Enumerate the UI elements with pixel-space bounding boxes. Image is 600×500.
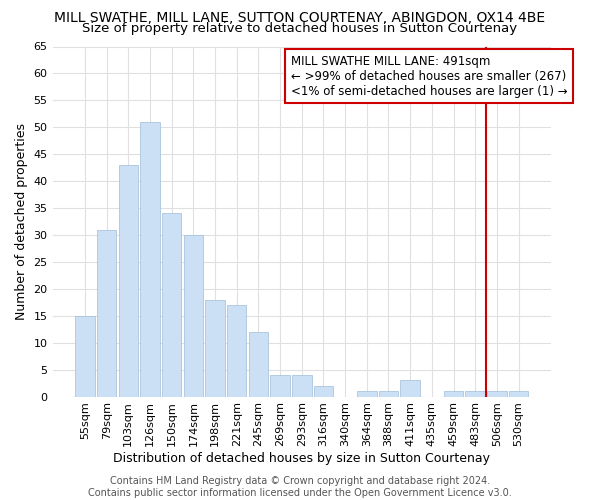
Bar	[466, 391, 485, 396]
Bar	[227, 305, 247, 396]
Bar	[184, 235, 203, 396]
Text: Size of property relative to detached houses in Sutton Courtenay: Size of property relative to detached ho…	[82, 22, 518, 35]
Bar	[400, 380, 420, 396]
Bar	[271, 375, 290, 396]
Bar	[162, 214, 181, 396]
Bar	[487, 391, 506, 396]
Bar	[248, 332, 268, 396]
Text: MILL SWATHE MILL LANE: 491sqm
← >99% of detached houses are smaller (267)
<1% of: MILL SWATHE MILL LANE: 491sqm ← >99% of …	[291, 54, 568, 98]
Bar	[140, 122, 160, 396]
Bar	[444, 391, 463, 396]
Text: MILL SWATHE, MILL LANE, SUTTON COURTENAY, ABINGDON, OX14 4BE: MILL SWATHE, MILL LANE, SUTTON COURTENAY…	[55, 11, 545, 25]
Y-axis label: Number of detached properties: Number of detached properties	[15, 123, 28, 320]
Text: Contains HM Land Registry data © Crown copyright and database right 2024.
Contai: Contains HM Land Registry data © Crown c…	[88, 476, 512, 498]
Bar	[292, 375, 311, 396]
Bar	[357, 391, 377, 396]
Bar	[97, 230, 116, 396]
Bar	[509, 391, 529, 396]
Bar	[314, 386, 333, 396]
Bar	[205, 300, 225, 396]
Bar	[119, 165, 138, 396]
X-axis label: Distribution of detached houses by size in Sutton Courtenay: Distribution of detached houses by size …	[113, 452, 490, 465]
Bar	[75, 316, 95, 396]
Bar	[379, 391, 398, 396]
